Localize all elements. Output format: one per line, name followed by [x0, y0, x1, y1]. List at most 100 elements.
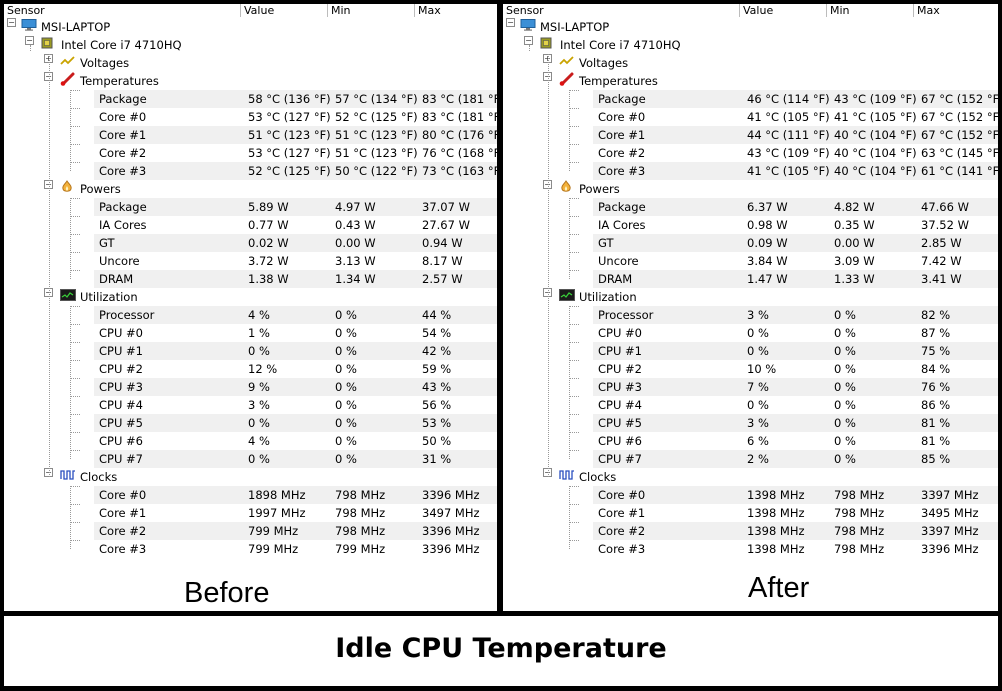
sensor-row[interactable]: Core #0 53 °C (127 °F) 52 °C (125 °F) 83 °C…: [4, 108, 497, 126]
sensor-row[interactable]: Core #3 52 °C (125 °F) 50 °C (122 °F) 73 °C…: [4, 162, 497, 180]
sensor-row[interactable]: Core #1 1997 MHz 798 MHz 3497 MHz: [4, 504, 497, 522]
sensor-min: 3.09 W: [834, 254, 875, 268]
sensor-row[interactable]: CPU #1 0 % 0 % 42 %: [4, 342, 497, 360]
voltages-label: Voltages: [80, 56, 130, 70]
sensor-row[interactable]: Core #1 1398 MHz 798 MHz 3495 MHz: [503, 504, 998, 522]
sensor-row[interactable]: CPU #0 1 % 0 % 54 %: [4, 324, 497, 342]
sensor-row[interactable]: Core #2 1398 MHz 798 MHz 3397 MHz: [503, 522, 998, 540]
sensor-row[interactable]: CPU #2 10 % 0 % 84 %: [503, 360, 998, 378]
column-sensor-header[interactable]: Sensor: [503, 4, 740, 17]
column-min-header[interactable]: Min: [827, 4, 914, 17]
column-max-header[interactable]: Max: [917, 4, 940, 17]
sensor-row[interactable]: CPU #4 3 % 0 % 56 %: [4, 396, 497, 414]
column-value-header[interactable]: Value: [241, 4, 328, 17]
column-sensor-header[interactable]: Sensor: [4, 4, 241, 17]
sensor-row[interactable]: CPU #3 7 % 0 % 76 %: [503, 378, 998, 396]
column-max-header[interactable]: Max: [418, 4, 441, 17]
sensor-row[interactable]: CPU #7 2 % 0 % 85 %: [503, 450, 998, 468]
sensor-tree: − MSI-LAPTOP − Intel Core i7 4710HQ + Voltage…: [503, 18, 998, 558]
sensor-row[interactable]: Core #1 44 °C (111 °F) 40 °C (104 °F) 67 °C…: [503, 126, 998, 144]
tree-node-computer[interactable]: − MSI-LAPTOP: [4, 18, 497, 36]
sensor-row[interactable]: Processor 3 % 0 % 82 %: [503, 306, 998, 324]
column-value-header[interactable]: Value: [740, 4, 827, 17]
collapse-toggle[interactable]: −: [44, 72, 53, 81]
column-min-header[interactable]: Min: [328, 4, 415, 17]
sensor-row[interactable]: CPU #5 0 % 0 % 53 %: [4, 414, 497, 432]
sensor-row[interactable]: GT 0.02 W 0.00 W 0.94 W: [4, 234, 497, 252]
tree-node-cpu[interactable]: − Intel Core i7 4710HQ: [503, 36, 998, 54]
sensor-row[interactable]: CPU #6 6 % 0 % 81 %: [503, 432, 998, 450]
sensor-row[interactable]: Processor 4 % 0 % 44 %: [4, 306, 497, 324]
sensor-max: 3.41 W: [921, 272, 962, 286]
sensor-max: 54 %: [422, 326, 452, 340]
sensor-min: 798 MHz: [834, 542, 885, 556]
sensor-value: 46 °C (114 °F): [747, 92, 830, 106]
sensor-row[interactable]: Package 5.89 W 4.97 W 37.07 W: [4, 198, 497, 216]
collapse-toggle[interactable]: −: [524, 36, 533, 45]
sensor-min: 0 %: [335, 452, 357, 466]
sensor-row[interactable]: Core #3 1398 MHz 798 MHz 3396 MHz: [503, 540, 998, 558]
tree-node-utilization[interactable]: − Utilization: [503, 288, 998, 306]
sensor-row[interactable]: Core #1 51 °C (123 °F) 51 °C (123 °F) 80 °C…: [4, 126, 497, 144]
sensor-max: 67 °C (152 °F): [921, 92, 998, 106]
tree-node-utilization[interactable]: − Utilization: [4, 288, 497, 306]
sensor-max: 3497 MHz: [422, 506, 480, 520]
sensor-row[interactable]: CPU #0 0 % 0 % 87 %: [503, 324, 998, 342]
collapse-toggle[interactable]: −: [25, 36, 34, 45]
sensor-name: CPU #7: [598, 452, 642, 466]
sensor-row[interactable]: DRAM 1.38 W 1.34 W 2.57 W: [4, 270, 497, 288]
sensor-row[interactable]: CPU #2 12 % 0 % 59 %: [4, 360, 497, 378]
tree-node-temperatures[interactable]: − Temperatures: [4, 72, 497, 90]
sensor-row[interactable]: CPU #7 0 % 0 % 31 %: [4, 450, 497, 468]
tree-node-powers[interactable]: − Powers: [4, 180, 497, 198]
collapse-toggle[interactable]: −: [543, 468, 552, 477]
collapse-toggle[interactable]: −: [44, 180, 53, 189]
sensor-row[interactable]: Core #3 41 °C (105 °F) 40 °C (104 °F) 61 °C…: [503, 162, 998, 180]
sensor-row[interactable]: Package 58 °C (136 °F) 57 °C (134 °F) 83 °C…: [4, 90, 497, 108]
sensor-row[interactable]: Core #0 41 °C (105 °F) 41 °C (105 °F) 67 °C…: [503, 108, 998, 126]
sensor-row[interactable]: DRAM 1.47 W 1.33 W 3.41 W: [503, 270, 998, 288]
tree-node-temperatures[interactable]: − Temperatures: [503, 72, 998, 90]
tree-node-computer[interactable]: − MSI-LAPTOP: [503, 18, 998, 36]
tree-node-cpu[interactable]: − Intel Core i7 4710HQ: [4, 36, 497, 54]
sensor-row[interactable]: CPU #5 3 % 0 % 81 %: [503, 414, 998, 432]
tree-node-powers[interactable]: − Powers: [503, 180, 998, 198]
sensor-row[interactable]: GT 0.09 W 0.00 W 2.85 W: [503, 234, 998, 252]
expand-toggle[interactable]: +: [44, 54, 53, 63]
sensor-row[interactable]: Core #0 1898 MHz 798 MHz 3396 MHz: [4, 486, 497, 504]
sensor-row[interactable]: Core #2 43 °C (109 °F) 40 °C (104 °F) 63 °C…: [503, 144, 998, 162]
collapse-toggle[interactable]: −: [543, 288, 552, 297]
collapse-toggle[interactable]: −: [543, 72, 552, 81]
sensor-row[interactable]: IA Cores 0.77 W 0.43 W 27.67 W: [4, 216, 497, 234]
sensor-row[interactable]: Core #2 799 MHz 798 MHz 3396 MHz: [4, 522, 497, 540]
sensor-value: 43 °C (109 °F): [747, 146, 830, 160]
sensor-row[interactable]: CPU #3 9 % 0 % 43 %: [4, 378, 497, 396]
sensor-name: GT: [99, 236, 115, 250]
sensor-row[interactable]: IA Cores 0.98 W 0.35 W 37.52 W: [503, 216, 998, 234]
collapse-toggle[interactable]: −: [44, 288, 53, 297]
expand-toggle[interactable]: +: [543, 54, 552, 63]
sensor-row[interactable]: Core #3 799 MHz 799 MHz 3396 MHz: [4, 540, 497, 558]
sensor-min: 799 MHz: [335, 542, 386, 556]
tree-node-clocks[interactable]: − Clocks: [4, 468, 497, 486]
sensor-row[interactable]: Core #2 53 °C (127 °F) 51 °C (123 °F) 76 °C…: [4, 144, 497, 162]
sensor-name: DRAM: [99, 272, 134, 286]
collapse-toggle[interactable]: −: [543, 180, 552, 189]
sensor-row[interactable]: Package 6.37 W 4.82 W 47.66 W: [503, 198, 998, 216]
sensor-value: 0 %: [747, 326, 769, 340]
tree-node-voltages[interactable]: + Voltages: [503, 54, 998, 72]
sensor-row[interactable]: CPU #1 0 % 0 % 75 %: [503, 342, 998, 360]
sensor-row[interactable]: Core #0 1398 MHz 798 MHz 3397 MHz: [503, 486, 998, 504]
collapse-toggle[interactable]: −: [506, 18, 515, 27]
tree-node-voltages[interactable]: + Voltages: [4, 54, 497, 72]
sensor-row[interactable]: Uncore 3.72 W 3.13 W 8.17 W: [4, 252, 497, 270]
sensor-row[interactable]: CPU #6 4 % 0 % 50 %: [4, 432, 497, 450]
sensor-max: 31 %: [422, 452, 452, 466]
sensor-min: 0 %: [834, 326, 856, 340]
sensor-row[interactable]: Uncore 3.84 W 3.09 W 7.42 W: [503, 252, 998, 270]
collapse-toggle[interactable]: −: [44, 468, 53, 477]
sensor-row[interactable]: Package 46 °C (114 °F) 43 °C (109 °F) 67 °C…: [503, 90, 998, 108]
tree-node-clocks[interactable]: − Clocks: [503, 468, 998, 486]
sensor-row[interactable]: CPU #4 0 % 0 % 86 %: [503, 396, 998, 414]
collapse-toggle[interactable]: −: [7, 18, 16, 27]
